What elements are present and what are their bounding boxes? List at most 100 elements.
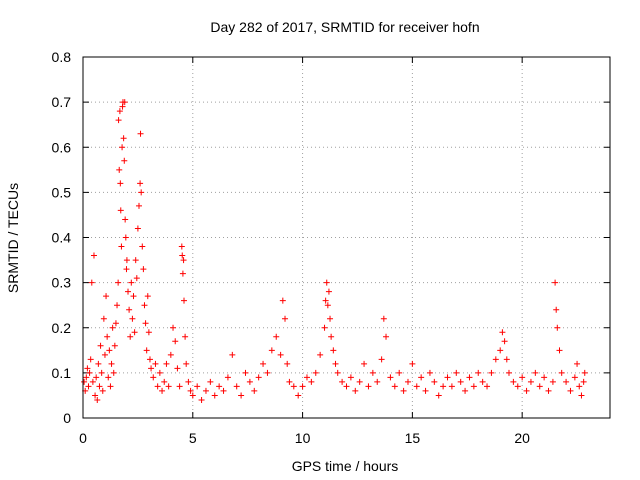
data-point [391, 383, 398, 390]
data-point [133, 275, 140, 282]
data-point [128, 279, 135, 286]
data-point [527, 378, 534, 385]
data-point [202, 387, 209, 394]
data-point [523, 387, 530, 394]
data-point [435, 392, 442, 399]
data-point [303, 374, 310, 381]
x-tick-label: 20 [514, 430, 530, 446]
data-point [220, 387, 227, 394]
data-point [111, 342, 118, 349]
data-point [383, 333, 390, 340]
data-point [312, 369, 319, 376]
plot-frame [82, 56, 611, 419]
data-point [317, 351, 324, 358]
data-point [532, 369, 539, 376]
data-point [327, 315, 334, 322]
data-point [108, 360, 115, 367]
data-point [123, 257, 130, 264]
data-point [295, 392, 302, 399]
data-point [251, 387, 258, 394]
data-point [216, 383, 223, 390]
data-point [189, 392, 196, 399]
y-tick-label: 0.3 [52, 275, 72, 291]
data-point [282, 315, 289, 322]
data-point [387, 374, 394, 381]
data-point [578, 392, 585, 399]
data-point [238, 392, 245, 399]
y-tick-label: 0.1 [52, 365, 72, 381]
data-point [122, 216, 129, 223]
grid-lines [83, 57, 610, 418]
chart-title: Day 282 of 2017, SRMTID for receiver hof… [210, 19, 479, 35]
data-point [499, 329, 506, 336]
data-point [431, 378, 438, 385]
data-point [347, 374, 354, 381]
data-point [470, 383, 477, 390]
data-point [86, 369, 93, 376]
data-point [558, 369, 565, 376]
data-point [137, 180, 144, 187]
data-point [126, 306, 133, 313]
data-point [211, 392, 218, 399]
data-point [380, 315, 387, 322]
data-point [277, 351, 284, 358]
data-point [163, 360, 170, 367]
data-point [409, 360, 416, 367]
data-point [179, 270, 186, 277]
data-point [339, 378, 346, 385]
data-point [152, 360, 159, 367]
data-point [356, 378, 363, 385]
data-point [563, 378, 570, 385]
data-point [134, 225, 141, 232]
data-point [418, 374, 425, 381]
y-tick-label: 0.2 [52, 320, 72, 336]
data-point [334, 369, 341, 376]
data-point [83, 374, 90, 381]
data-point [180, 257, 187, 264]
data-point [475, 369, 482, 376]
data-point [242, 369, 249, 376]
data-point [129, 315, 136, 322]
data-point [154, 383, 161, 390]
data-point [107, 383, 114, 390]
data-point [132, 257, 139, 264]
data-point [179, 252, 186, 259]
data-point [453, 369, 460, 376]
data-point [143, 347, 150, 354]
data-point [448, 383, 455, 390]
data-point [85, 383, 92, 390]
data-point [131, 329, 138, 336]
data-point [130, 293, 137, 300]
data-point [88, 279, 95, 286]
data-point [374, 378, 381, 385]
data-point [176, 383, 183, 390]
data-point [229, 351, 236, 358]
data-point [84, 365, 91, 372]
data-point [207, 378, 214, 385]
y-axis-label: SRMTID / TECUs [5, 183, 21, 293]
data-point [117, 180, 124, 187]
data-point [343, 383, 350, 390]
data-point [255, 374, 262, 381]
data-point [279, 297, 286, 304]
data-point [182, 333, 189, 340]
data-point [121, 99, 128, 106]
data-point [369, 369, 376, 376]
data-point [497, 347, 504, 354]
data-point [98, 369, 105, 376]
data-point [536, 383, 543, 390]
data-point [116, 166, 123, 173]
data-point [501, 338, 508, 345]
data-point [426, 369, 433, 376]
data-point [580, 378, 587, 385]
y-tick-label: 0.6 [52, 139, 72, 155]
data-point [510, 378, 517, 385]
data-point [273, 333, 280, 340]
data-point [567, 387, 574, 394]
data-point [505, 369, 512, 376]
data-point [174, 365, 181, 372]
data-point [571, 374, 578, 381]
data-point [492, 356, 499, 363]
data-point [119, 144, 126, 151]
